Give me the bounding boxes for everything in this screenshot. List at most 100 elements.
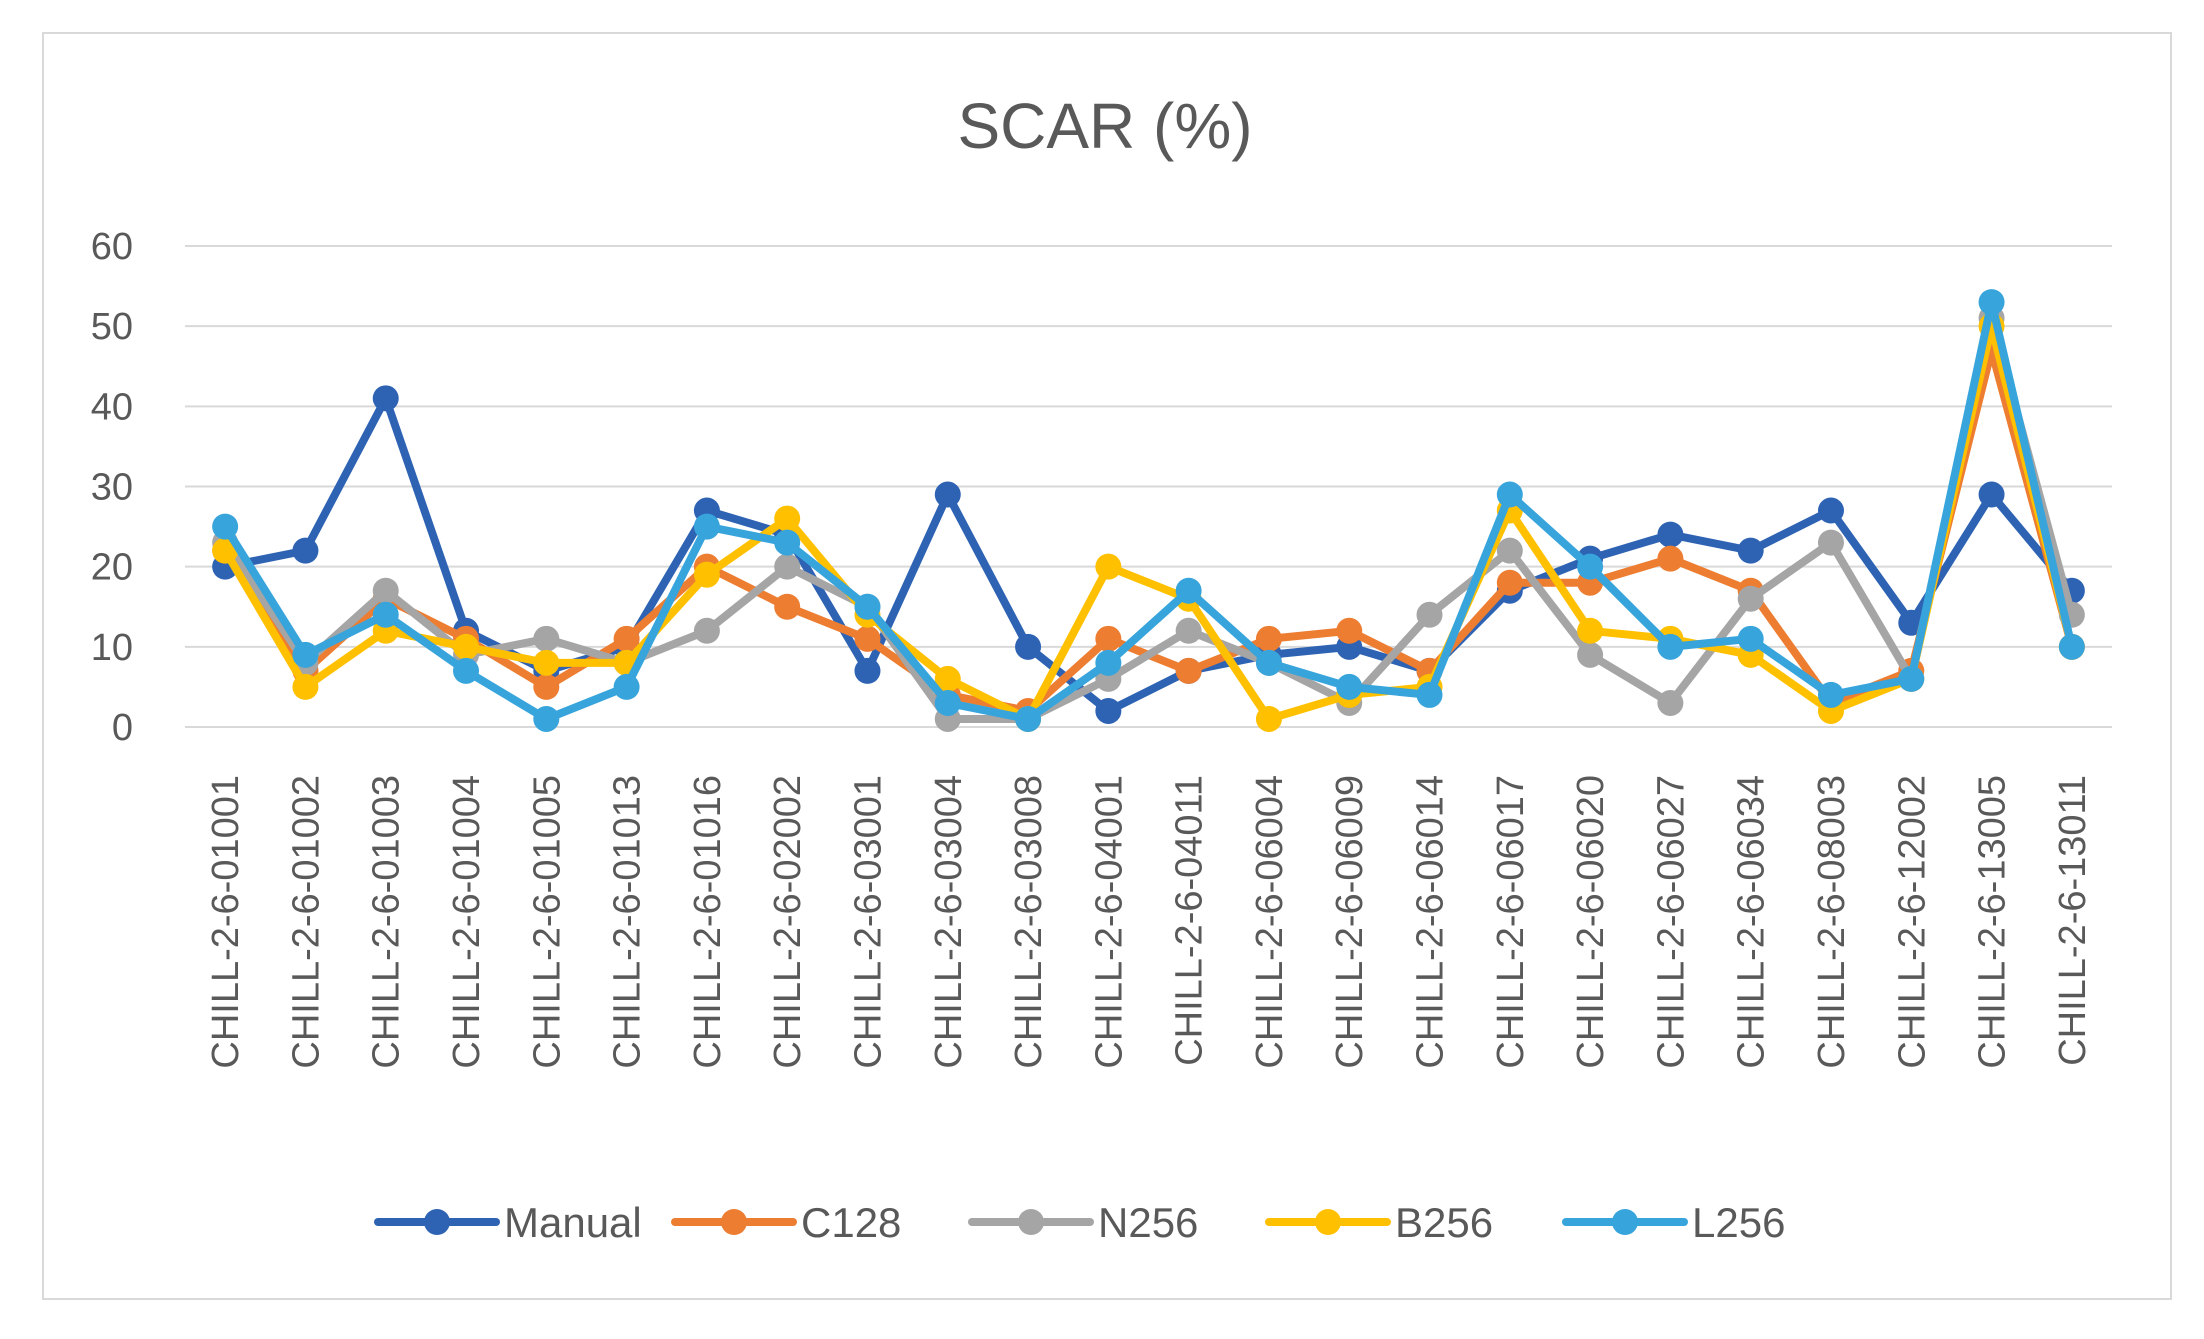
series-line-b256 bbox=[221, 322, 2076, 723]
x-tick-label: CHILL-2-6-03001 bbox=[847, 775, 889, 1069]
legend-item-n256: N256 bbox=[968, 1199, 1198, 1246]
series-l256 bbox=[212, 289, 2085, 732]
data-point-manual bbox=[1657, 521, 1684, 548]
data-point-l256 bbox=[453, 657, 480, 684]
x-tick-label: CHILL-2-6-06017 bbox=[1490, 775, 1532, 1069]
data-point-manual bbox=[292, 537, 319, 564]
data-point-n256 bbox=[1817, 529, 1844, 556]
y-axis-ticks: 0 10 20 30 40 50 60 bbox=[91, 226, 133, 749]
data-point-n256 bbox=[774, 553, 801, 580]
data-point-l256 bbox=[854, 593, 881, 620]
data-point-b256 bbox=[533, 649, 560, 676]
y-tick-label: 50 bbox=[91, 306, 133, 348]
data-point-manual bbox=[1095, 697, 1122, 724]
x-tick-label: CHILL-2-6-02002 bbox=[767, 775, 809, 1069]
x-tick-label: CHILL-2-6-01003 bbox=[366, 775, 408, 1069]
data-point-l256 bbox=[1255, 649, 1282, 676]
data-point-l256 bbox=[1496, 481, 1523, 508]
x-tick-label: CHILL-2-6-04011 bbox=[1169, 775, 1211, 1066]
data-point-l256 bbox=[2058, 633, 2085, 660]
series-line-l256 bbox=[221, 298, 2076, 723]
y-tick-label: 10 bbox=[91, 627, 133, 669]
legend-swatch-marker bbox=[424, 1209, 450, 1235]
data-point-c128 bbox=[774, 593, 801, 620]
data-point-c128 bbox=[1496, 569, 1523, 596]
data-point-l256 bbox=[1336, 673, 1363, 700]
data-point-n256 bbox=[1496, 537, 1523, 564]
y-tick-label: 20 bbox=[91, 547, 133, 589]
data-point-l256 bbox=[1898, 665, 1925, 692]
data-point-c128 bbox=[1657, 545, 1684, 572]
legend-label: Manual bbox=[504, 1199, 642, 1246]
legend-label: N256 bbox=[1098, 1199, 1198, 1246]
x-tick-label: CHILL-2-6-01013 bbox=[607, 775, 649, 1069]
x-tick-label: CHILL-2-6-03008 bbox=[1008, 775, 1050, 1069]
data-point-b256 bbox=[1577, 617, 1604, 644]
data-point-b256 bbox=[1095, 553, 1122, 580]
data-point-l256 bbox=[1817, 681, 1844, 708]
legend-label: B256 bbox=[1395, 1199, 1493, 1246]
x-tick-label: CHILL-2-6-06009 bbox=[1329, 775, 1371, 1069]
legend-item-l256: L256 bbox=[1562, 1199, 1785, 1246]
data-point-manual bbox=[372, 385, 399, 412]
x-tick-label: CHILL-2-6-06020 bbox=[1570, 775, 1612, 1069]
y-tick-label: 40 bbox=[91, 386, 133, 428]
data-point-b256 bbox=[693, 561, 720, 588]
data-point-b256 bbox=[292, 673, 319, 700]
x-axis-ticks: CHILL-2-6-01001 CHILL-2-6-01002 CHILL-2-6-… bbox=[205, 775, 2094, 1069]
data-point-manual bbox=[1015, 633, 1042, 660]
legend-label: C128 bbox=[801, 1199, 901, 1246]
data-point-l256 bbox=[212, 513, 239, 540]
y-tick-label: 60 bbox=[91, 226, 133, 268]
data-point-n256 bbox=[1657, 689, 1684, 716]
data-point-l256 bbox=[613, 673, 640, 700]
data-point-l256 bbox=[1416, 681, 1443, 708]
data-point-n256 bbox=[1577, 641, 1604, 668]
data-point-n256 bbox=[693, 617, 720, 644]
data-point-l256 bbox=[1577, 553, 1604, 580]
x-tick-label: CHILL-2-6-01005 bbox=[526, 775, 568, 1069]
x-tick-label: CHILL-2-6-01002 bbox=[285, 775, 327, 1069]
x-tick-label: CHILL-2-6-01016 bbox=[687, 775, 729, 1069]
data-point-manual bbox=[934, 481, 961, 508]
data-point-l256 bbox=[693, 513, 720, 540]
data-point-n256 bbox=[533, 625, 560, 652]
legend-swatch-marker bbox=[721, 1209, 747, 1235]
x-tick-label: CHILL-2-6-01001 bbox=[205, 775, 247, 1069]
data-point-l256 bbox=[292, 641, 319, 668]
series-line-n256 bbox=[221, 314, 2076, 723]
data-point-c128 bbox=[1095, 625, 1122, 652]
data-point-manual bbox=[1737, 537, 1764, 564]
legend-item-c128: C128 bbox=[671, 1199, 901, 1246]
data-point-manual bbox=[854, 657, 881, 684]
x-tick-label: CHILL-2-6-06004 bbox=[1249, 775, 1291, 1069]
data-point-manual bbox=[1978, 481, 2005, 508]
data-point-l256 bbox=[934, 689, 961, 716]
data-point-n256 bbox=[1416, 601, 1443, 628]
data-point-l256 bbox=[774, 529, 801, 556]
x-tick-label: CHILL-2-6-01004 bbox=[446, 775, 488, 1069]
data-point-l256 bbox=[372, 601, 399, 628]
x-tick-label: CHILL-2-6-13005 bbox=[1972, 775, 2014, 1069]
data-point-b256 bbox=[934, 665, 961, 692]
legend-item-manual: Manual bbox=[374, 1199, 642, 1246]
x-tick-label: CHILL-2-6-03004 bbox=[928, 775, 970, 1069]
y-tick-label: 30 bbox=[91, 467, 133, 509]
y-tick-label: 0 bbox=[112, 707, 133, 749]
x-tick-label: CHILL-2-6-04001 bbox=[1088, 775, 1130, 1069]
data-point-b256 bbox=[1255, 705, 1282, 732]
x-tick-label: CHILL-2-6-06034 bbox=[1731, 775, 1773, 1069]
x-tick-label: CHILL-2-6-12002 bbox=[1891, 775, 1933, 1069]
x-tick-label: CHILL-2-6-06027 bbox=[1650, 775, 1692, 1069]
legend-swatch-marker bbox=[1315, 1209, 1341, 1235]
data-point-b256 bbox=[453, 633, 480, 660]
data-point-l256 bbox=[1978, 289, 2005, 316]
x-tick-label: CHILL-2-6-06014 bbox=[1410, 775, 1452, 1069]
data-point-c128 bbox=[613, 625, 640, 652]
chart-title: SCAR (%) bbox=[957, 90, 1252, 162]
data-point-n256 bbox=[1737, 585, 1764, 612]
data-point-l256 bbox=[1095, 649, 1122, 676]
data-point-c128 bbox=[854, 625, 881, 652]
legend-label: L256 bbox=[1692, 1199, 1785, 1246]
